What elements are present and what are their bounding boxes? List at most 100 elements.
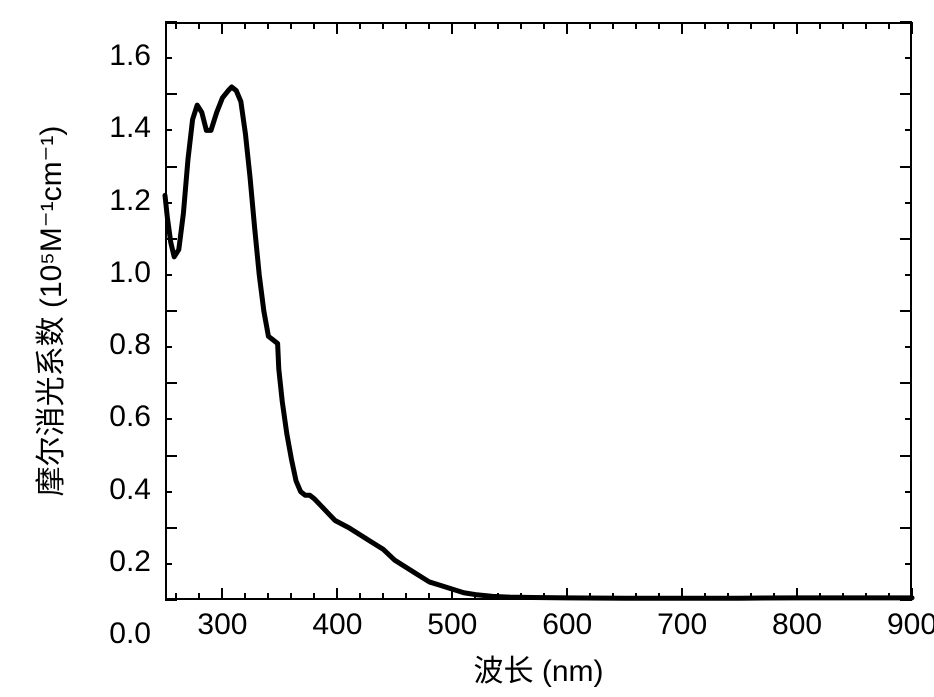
x-minor-tick: [405, 593, 407, 600]
x-minor-tick: [198, 593, 200, 600]
y-major-tick: [165, 382, 177, 384]
x2-minor-tick: [405, 22, 407, 29]
y-tick-label: 0.2: [109, 545, 151, 579]
x-minor-tick: [612, 593, 614, 600]
y-tick-label: 1.4: [109, 111, 151, 145]
x-tick-label: 800: [772, 608, 822, 642]
x2-minor-tick: [520, 22, 522, 29]
x2-major-tick: [221, 22, 223, 34]
y-minor-tick: [165, 129, 172, 131]
chart-container: 3004005006007008009000.00.20.40.60.81.01…: [0, 0, 934, 697]
y-tick-label: 1.0: [109, 256, 151, 290]
y2-minor-tick: [905, 418, 912, 420]
x-minor-tick: [244, 593, 246, 600]
x2-minor-tick: [497, 22, 499, 29]
y-tick-label: 0.0: [109, 617, 151, 651]
y2-major-tick: [900, 382, 912, 384]
x-minor-tick: [543, 593, 545, 600]
y2-major-tick: [900, 599, 912, 601]
y2-minor-tick: [905, 274, 912, 276]
x-minor-tick: [773, 593, 775, 600]
y-minor-tick: [165, 418, 172, 420]
x2-minor-tick: [727, 22, 729, 29]
x-minor-tick: [267, 593, 269, 600]
x2-minor-tick: [865, 22, 867, 29]
x-major-tick: [796, 588, 798, 600]
x2-major-tick: [566, 22, 568, 34]
x2-minor-tick: [888, 22, 890, 29]
y-minor-tick: [165, 346, 172, 348]
x-tick-label: 500: [427, 608, 477, 642]
y2-major-tick: [900, 527, 912, 529]
x2-minor-tick: [313, 22, 315, 29]
y-minor-tick: [165, 491, 172, 493]
x2-major-tick: [336, 22, 338, 34]
y2-minor-tick: [905, 202, 912, 204]
y-minor-tick: [165, 202, 172, 204]
y-major-tick: [165, 166, 177, 168]
x2-minor-tick: [359, 22, 361, 29]
y2-major-tick: [900, 455, 912, 457]
y-minor-tick: [165, 274, 172, 276]
x2-major-tick: [911, 22, 913, 34]
x-minor-tick: [313, 593, 315, 600]
x-minor-tick: [842, 593, 844, 600]
y2-minor-tick: [905, 346, 912, 348]
x-minor-tick: [520, 593, 522, 600]
x2-minor-tick: [428, 22, 430, 29]
y-axis-title: 摩尔消光系数 (10⁵M⁻¹cm⁻¹): [26, 126, 70, 497]
x2-minor-tick: [175, 22, 177, 29]
y-major-tick: [165, 527, 177, 529]
y-tick-label: 0.6: [109, 400, 151, 434]
y2-minor-tick: [905, 57, 912, 59]
x-minor-tick: [589, 593, 591, 600]
y2-minor-tick: [905, 563, 912, 565]
x-minor-tick: [474, 593, 476, 600]
x-tick-label: 300: [197, 608, 247, 642]
y-tick-label: 1.6: [109, 39, 151, 73]
x-tick-label: 700: [657, 608, 707, 642]
x2-major-tick: [796, 22, 798, 34]
x2-minor-tick: [543, 22, 545, 29]
x2-major-tick: [451, 22, 453, 34]
x2-minor-tick: [635, 22, 637, 29]
x2-minor-tick: [612, 22, 614, 29]
y2-major-tick: [900, 21, 912, 23]
y-major-tick: [165, 599, 177, 601]
x2-minor-tick: [750, 22, 752, 29]
y-major-tick: [165, 21, 177, 23]
y-major-tick: [165, 455, 177, 457]
x2-minor-tick: [244, 22, 246, 29]
x2-minor-tick: [773, 22, 775, 29]
x-minor-tick: [382, 593, 384, 600]
x-minor-tick: [865, 593, 867, 600]
x-tick-label: 400: [312, 608, 362, 642]
x2-minor-tick: [842, 22, 844, 29]
y-tick-label: 1.2: [109, 184, 151, 218]
x-minor-tick: [428, 593, 430, 600]
x2-minor-tick: [290, 22, 292, 29]
x2-minor-tick: [474, 22, 476, 29]
y-minor-tick: [165, 57, 172, 59]
y-major-tick: [165, 238, 177, 240]
y2-minor-tick: [905, 129, 912, 131]
x-major-tick: [681, 588, 683, 600]
x-tick-label: 600: [542, 608, 592, 642]
y2-major-tick: [900, 310, 912, 312]
x-major-tick: [221, 588, 223, 600]
x-minor-tick: [704, 593, 706, 600]
y2-major-tick: [900, 238, 912, 240]
y2-major-tick: [900, 93, 912, 95]
x-minor-tick: [888, 593, 890, 600]
y2-major-tick: [900, 166, 912, 168]
x2-major-tick: [681, 22, 683, 34]
x-minor-tick: [635, 593, 637, 600]
y2-minor-tick: [905, 491, 912, 493]
x-major-tick: [566, 588, 568, 600]
x-minor-tick: [290, 593, 292, 600]
x2-minor-tick: [704, 22, 706, 29]
x2-minor-tick: [382, 22, 384, 29]
x-major-tick: [451, 588, 453, 600]
x2-minor-tick: [198, 22, 200, 29]
x-axis-title: 波长 (nm): [474, 646, 604, 690]
